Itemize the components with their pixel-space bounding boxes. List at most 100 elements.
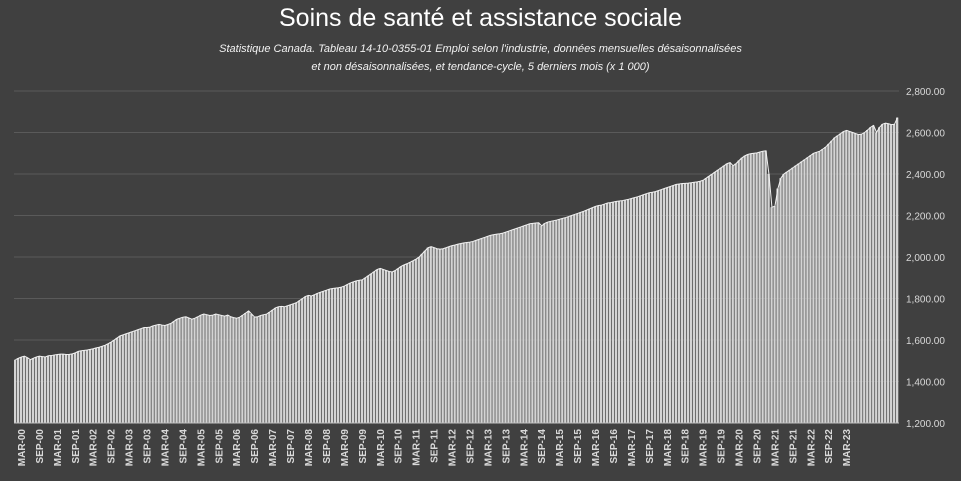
data-bar [175, 319, 178, 423]
data-bar [564, 217, 567, 423]
x-tick-label: SEP-04 [178, 429, 189, 464]
x-tick-label: SEP-05 [214, 429, 225, 464]
x-tick-label: MAR-23 [842, 429, 853, 467]
data-bar [321, 291, 325, 423]
data-bar [360, 279, 364, 423]
data-bar [854, 133, 857, 424]
x-tick-label: SEP-01 [71, 429, 82, 464]
data-bar [576, 213, 579, 423]
x-tick-label: MAR-11 [412, 429, 423, 466]
data-bar [414, 259, 417, 423]
data-bar [869, 127, 872, 423]
data-bar [623, 199, 627, 423]
data-bar [591, 207, 594, 423]
data-bar [450, 245, 453, 423]
data-bar [411, 260, 414, 423]
data-bar [115, 337, 118, 423]
data-bar [217, 314, 220, 423]
data-bar [689, 182, 692, 423]
data-bar [423, 250, 426, 423]
data-bar [94, 347, 98, 423]
data-bar [561, 218, 564, 423]
data-bar [202, 314, 205, 423]
data-bar [247, 310, 250, 423]
data-bar [405, 263, 408, 423]
data-bar [438, 249, 441, 423]
data-bar [109, 342, 112, 423]
data-bar [468, 242, 471, 423]
data-bar [85, 349, 89, 423]
data-bar [770, 207, 773, 423]
data-bar [764, 150, 767, 423]
data-bar [851, 132, 854, 423]
data-bar [537, 222, 540, 423]
data-bar [650, 192, 654, 423]
data-bar [330, 288, 334, 423]
data-bar [818, 151, 821, 423]
data-bar [665, 187, 669, 423]
data-bar [791, 167, 794, 423]
data-bar [408, 262, 411, 423]
data-bar [519, 226, 522, 423]
data-bar [680, 183, 684, 423]
data-bar [178, 318, 181, 423]
data-bar [339, 287, 343, 423]
data-bar [100, 346, 103, 423]
data-bar [351, 281, 355, 423]
data-bar [641, 194, 645, 423]
data-bar [683, 183, 687, 423]
data-bar [483, 237, 486, 423]
data-bar [629, 198, 633, 423]
data-bar [318, 292, 322, 423]
data-bar [97, 347, 101, 423]
data-bar [214, 314, 217, 423]
data-bar [378, 268, 382, 423]
data-bar [40, 356, 44, 423]
x-tick-label: SEP-10 [394, 429, 405, 464]
data-bar [259, 315, 262, 423]
data-bar [531, 223, 534, 423]
data-bar [139, 328, 142, 423]
data-bar [88, 349, 92, 423]
data-bar [336, 287, 340, 423]
x-tick-label: SEP-06 [250, 429, 261, 464]
data-bar [387, 271, 391, 423]
data-bar [878, 127, 881, 423]
data-bar [312, 294, 316, 423]
data-bar [653, 191, 657, 423]
data-bar [722, 165, 725, 423]
y-tick-label: 1,600.00 [906, 336, 945, 347]
y-tick-label: 2,200.00 [906, 212, 945, 223]
data-bar [301, 298, 304, 423]
x-tick-label: MAR-16 [591, 429, 602, 467]
data-bar [286, 305, 289, 423]
x-tick-label: MAR-22 [806, 429, 817, 467]
data-bar [635, 196, 639, 423]
data-bar [67, 354, 71, 423]
data-bar [788, 169, 791, 423]
y-tick-label: 1,200.00 [906, 419, 945, 430]
data-bar [677, 183, 681, 423]
data-bar [283, 306, 286, 423]
data-bar [130, 331, 133, 423]
data-bar [737, 160, 740, 423]
x-tick-label: MAR-20 [735, 429, 746, 467]
data-bar [731, 165, 734, 423]
data-bar [728, 162, 731, 423]
data-bar [605, 203, 609, 423]
data-bar [632, 197, 636, 423]
data-bar [881, 124, 884, 423]
data-bar [465, 242, 468, 423]
data-bar [127, 332, 130, 423]
data-bar [268, 311, 271, 423]
x-tick-label: MAR-19 [699, 429, 710, 467]
data-bar [863, 132, 866, 423]
data-bar [734, 163, 737, 424]
data-bar [608, 202, 612, 423]
data-bar [513, 228, 516, 423]
data-bar [752, 153, 755, 423]
data-bar [49, 355, 53, 423]
data-bar [456, 244, 459, 423]
data-bar [396, 268, 399, 423]
data-bar [585, 210, 588, 423]
